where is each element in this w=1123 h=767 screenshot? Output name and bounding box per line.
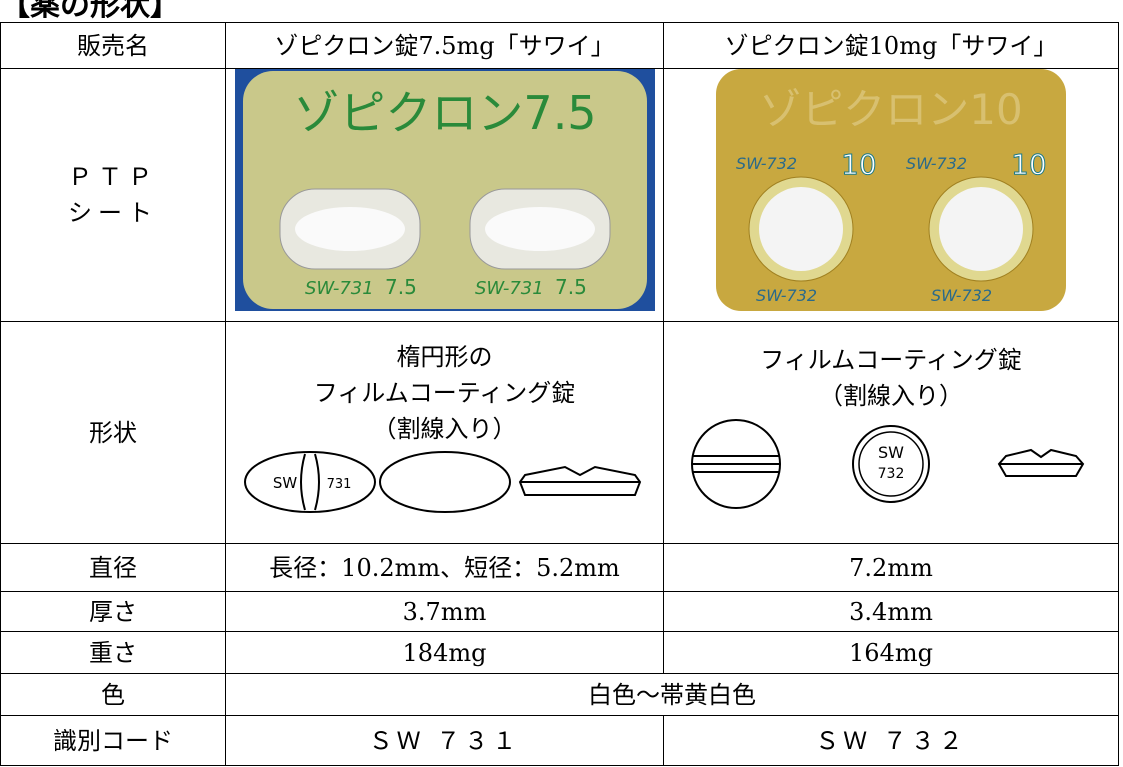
tablet-mark: 731 xyxy=(326,477,351,492)
imprint: SW-731 xyxy=(475,278,544,299)
tablet-mark: SW xyxy=(878,443,904,462)
imprint: SW-732 xyxy=(756,286,817,305)
brand: ゾピクロン10 xyxy=(759,85,1022,134)
text: ＳＷ ７３１ xyxy=(368,726,521,755)
brand: ゾピクロン7.5 xyxy=(293,86,596,140)
row: 販売名 ゾピクロン錠7.5mg「サワイ」 ゾピクロン錠10mg「サワイ」 xyxy=(0,22,1119,69)
label: 販売名 xyxy=(0,22,226,69)
cell: ＳＷ ７３２ xyxy=(663,715,1119,766)
heading: 【薬の形状】 xyxy=(0,0,180,23)
text: フィルムコーティング錠 xyxy=(313,378,576,407)
row: 直径 長径：10.2mm、短径：5.2mm 7.2mm xyxy=(0,543,1119,592)
row: ＰＴＰ シート ゾピクロン7.5 SW-731 7.5 SW-731 7.5 ゾピ… xyxy=(0,68,1119,322)
row: 厚さ 3.7mm 3.4mm xyxy=(0,591,1119,632)
cell: 長径：10.2mm、短径：5.2mm xyxy=(225,543,664,592)
imprint: SW-731 xyxy=(305,278,374,299)
text: 3.7mm xyxy=(402,597,487,626)
imprint: SW-732 xyxy=(931,286,992,305)
cell: ＳＷ ７３１ xyxy=(225,715,664,766)
label: 識別コード xyxy=(0,715,226,766)
cell: ゾピクロン錠7.5mg「サワイ」 xyxy=(225,22,664,69)
text: フィルムコーティング錠 xyxy=(760,345,1022,374)
tablet-drawing: SW 732 xyxy=(691,418,1085,509)
strength: 7.5 xyxy=(385,275,417,299)
text: 184mg xyxy=(402,638,487,667)
text: 長径：10.2mm、短径：5.2mm xyxy=(269,553,620,582)
strength: 10 xyxy=(1011,148,1047,181)
cell: 楕円形の フィルムコーティング錠 （割線入り） SW 731 xyxy=(225,321,664,544)
cell: フィルムコーティング錠 （割線入り） SW 732 xyxy=(663,321,1119,544)
text: 形状 xyxy=(89,418,137,447)
text: 重さ xyxy=(89,638,137,667)
text: ゾピクロン錠10mg「サワイ」 xyxy=(724,31,1058,60)
row: 重さ 184mg 164mg xyxy=(0,631,1119,674)
text: （割線入り） xyxy=(819,381,963,410)
text: 販売名 xyxy=(77,31,149,60)
text: 識別コード xyxy=(53,726,173,755)
cell: 3.4mm xyxy=(663,591,1119,632)
strength: 10 xyxy=(841,148,877,181)
text: ＰＴＰ xyxy=(68,163,158,191)
text: 楕円形の xyxy=(396,342,493,371)
text: 7.2mm xyxy=(849,553,933,582)
text: ＳＷ ７３２ xyxy=(815,726,967,755)
cell: 7.2mm xyxy=(663,543,1119,592)
cell: 164mg xyxy=(663,631,1119,674)
text: 色 xyxy=(101,680,125,709)
text: 164mg xyxy=(849,638,933,667)
text: ゾピクロン錠7.5mg「サワイ」 xyxy=(274,31,615,60)
text: 白色～帯黄白色 xyxy=(588,680,756,709)
cell: 3.7mm xyxy=(225,591,664,632)
label: ＰＴＰ シート xyxy=(0,68,226,322)
cell: ゾピクロン7.5 SW-731 7.5 SW-731 7.5 xyxy=(225,68,664,322)
shape-table: 販売名 ゾピクロン錠7.5mg「サワイ」 ゾピクロン錠10mg「サワイ」 ＰＴＰ… xyxy=(0,22,1119,766)
label: 厚さ xyxy=(0,591,226,632)
text: シート xyxy=(68,199,158,227)
text: 直径 xyxy=(89,553,137,582)
row: 色 白色～帯黄白色 xyxy=(0,673,1119,716)
label: 直径 xyxy=(0,543,226,592)
tablet-mark: 732 xyxy=(878,466,905,482)
imprint: SW-732 xyxy=(736,154,797,173)
text: 厚さ xyxy=(89,597,137,626)
ptp-photo: ゾピクロン10 SW-732 10 SW-732 10 SW-732 SW-73… xyxy=(716,69,1066,311)
label: 形状 xyxy=(0,321,226,544)
row: 識別コード ＳＷ ７３１ ＳＷ ７３２ xyxy=(0,715,1119,766)
text: （割線入り） xyxy=(372,414,517,443)
cell: 白色～帯黄白色 xyxy=(225,673,1119,716)
cell: ゾピクロン10 SW-732 10 SW-732 10 SW-732 SW-73… xyxy=(663,68,1119,322)
cell: 184mg xyxy=(225,631,664,674)
label: 色 xyxy=(0,673,226,716)
strength: 7.5 xyxy=(555,275,587,299)
ptp-photo: ゾピクロン7.5 SW-731 7.5 SW-731 7.5 xyxy=(234,69,655,311)
label: 重さ xyxy=(0,631,226,674)
row: 形状 楕円形の フィルムコーティング錠 （割線入り） SW 731 フィルムコー… xyxy=(0,321,1119,544)
tablet-mark: SW xyxy=(272,474,297,492)
tablet-drawing: SW 731 xyxy=(243,450,641,513)
imprint: SW-732 xyxy=(906,154,967,173)
text: 3.4mm xyxy=(849,597,933,626)
cell: ゾピクロン錠10mg「サワイ」 xyxy=(663,22,1119,69)
